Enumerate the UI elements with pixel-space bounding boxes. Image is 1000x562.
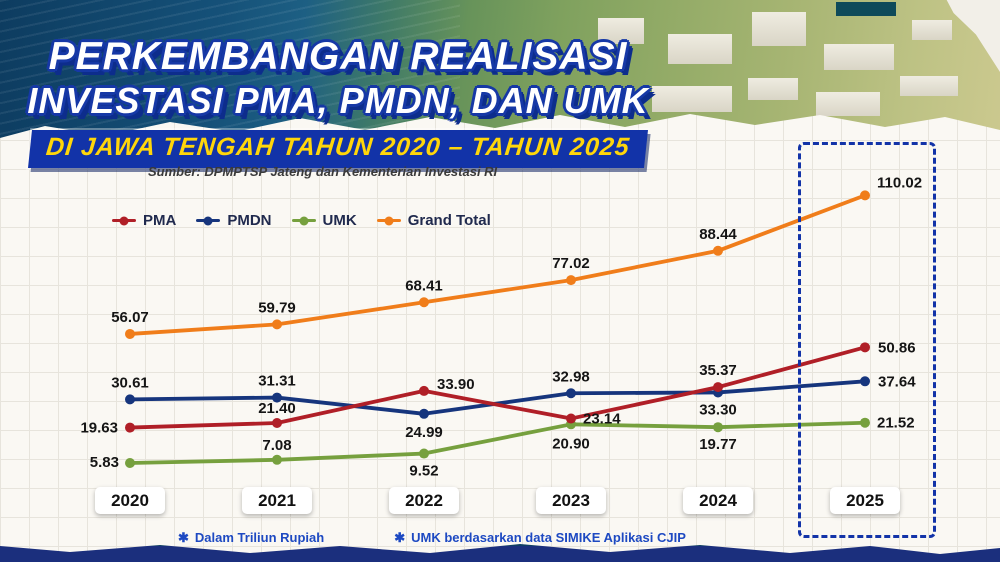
data-label: 33.90 xyxy=(437,376,475,393)
title-line-2: INVESTASI PMA, PMDN, DAN UMK xyxy=(27,80,649,121)
data-point xyxy=(860,190,870,201)
line-chart: 5.83 7.08 9.52 20.90 19.77 21.52 30.61 31.31 24.… xyxy=(80,174,922,480)
data-point xyxy=(713,382,723,393)
data-label: 20.90 xyxy=(552,435,590,452)
bottom-edge-strip xyxy=(0,546,1000,562)
data-label: 56.07 xyxy=(111,309,149,326)
data-point xyxy=(419,297,429,308)
data-label: 33.30 xyxy=(699,401,737,418)
data-point xyxy=(272,454,282,465)
data-label: 110.02 xyxy=(877,174,922,191)
legend-marker-icon xyxy=(376,216,401,225)
data-point xyxy=(125,328,135,339)
footnote-umk: ✱ UMK berdasarkan data SIMIKE Aplikasi CJ… xyxy=(394,530,686,546)
data-point xyxy=(272,319,282,330)
data-point xyxy=(566,275,576,286)
data-point xyxy=(125,458,135,469)
data-label: 32.98 xyxy=(552,368,590,385)
footnotes: ✱ Dalam Triliun Rupiah ✱ UMK berdasarkan d… xyxy=(178,530,686,546)
data-label: 59.79 xyxy=(258,299,296,316)
data-point xyxy=(860,417,870,428)
data-label: 35.37 xyxy=(699,362,737,379)
data-label: 9.52 xyxy=(409,463,438,480)
data-point xyxy=(860,342,870,353)
series-grand-total: 56.07 59.79 68.41 77.02 88.44 110.02 xyxy=(111,174,922,339)
chart-legend: PMA PMDN UMK Grand Total xyxy=(112,212,491,229)
data-label: 5.83 xyxy=(90,454,119,471)
data-point xyxy=(860,376,870,387)
data-point xyxy=(125,422,135,433)
data-label: 50.86 xyxy=(878,339,916,356)
paper-background xyxy=(0,114,1000,554)
data-point xyxy=(125,394,135,405)
series-pmdn: 30.61 31.31 24.99 32.98 33.30 37.64 xyxy=(111,368,916,441)
data-point xyxy=(419,448,429,459)
data-label: 24.99 xyxy=(405,424,443,441)
data-point xyxy=(713,245,723,256)
data-label: 37.64 xyxy=(878,373,916,390)
data-point xyxy=(272,418,282,429)
highlight-2025-box xyxy=(798,142,936,538)
footnote-unit: ✱ Dalam Triliun Rupiah xyxy=(178,530,324,546)
title-line-1: PERKEMBANGAN REALISASI xyxy=(48,35,628,78)
legend-marker-icon xyxy=(291,216,316,225)
data-label: 68.41 xyxy=(405,277,443,294)
data-label: 19.63 xyxy=(80,420,118,437)
title-period-badge: DI JAWA TENGAH TAHUN 2020 – TAHUN 2025 xyxy=(28,130,648,168)
data-point xyxy=(713,422,723,433)
legend-item-pma: PMA xyxy=(112,212,176,229)
data-point xyxy=(272,392,282,403)
data-label: 31.31 xyxy=(258,373,296,390)
legend-item-pmdn: PMDN xyxy=(196,212,272,229)
legend-item-umk: UMK xyxy=(291,212,357,229)
data-point xyxy=(566,388,576,399)
data-label: 77.02 xyxy=(552,255,590,272)
data-label: 7.08 xyxy=(262,437,291,454)
source-caption: Sumber: DPMPTSP Jateng dan Kementerian I… xyxy=(148,164,498,179)
data-label: 30.61 xyxy=(111,374,149,391)
legend-marker-icon xyxy=(196,216,221,225)
data-point xyxy=(419,408,429,419)
legend-label: PMDN xyxy=(227,212,272,229)
data-label: 23.14 xyxy=(583,411,621,428)
series-umk: 5.83 7.08 9.52 20.90 19.77 21.52 xyxy=(90,415,915,480)
title-block: PERKEMBANGAN REALISASI INVESTASI PMA, PM… xyxy=(8,34,668,168)
legend-label: PMA xyxy=(143,212,177,229)
footnote-unit-text: Dalam Triliun Rupiah xyxy=(194,530,325,545)
legend-item-grand-total: Grand Total xyxy=(376,212,491,229)
data-point xyxy=(419,385,429,396)
asterisk-icon: ✱ xyxy=(178,530,189,545)
data-label: 19.77 xyxy=(699,436,737,453)
data-label: 88.44 xyxy=(699,226,737,243)
legend-label: UMK xyxy=(322,212,357,229)
series-pma: 19.63 21.40 33.90 23.14 35.37 50.86 xyxy=(80,339,915,436)
legend-label: Grand Total xyxy=(407,212,491,229)
asterisk-icon: ✱ xyxy=(394,530,406,545)
data-label: 21.40 xyxy=(258,400,296,417)
data-label: 21.52 xyxy=(877,415,915,432)
footnote-umk-text: UMK berdasarkan data SIMIKE Aplikasi CJI… xyxy=(411,530,686,545)
data-point xyxy=(566,413,576,424)
legend-marker-icon xyxy=(112,216,136,225)
